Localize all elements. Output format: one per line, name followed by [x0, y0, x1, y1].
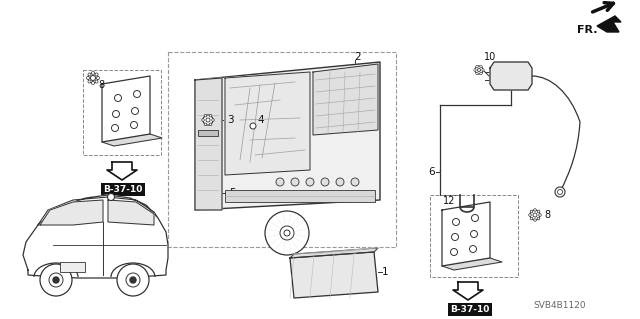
Circle shape: [474, 69, 476, 71]
Polygon shape: [442, 202, 490, 266]
Circle shape: [276, 178, 284, 186]
Polygon shape: [597, 16, 621, 32]
Polygon shape: [195, 78, 222, 210]
Polygon shape: [102, 76, 150, 142]
Text: 12: 12: [443, 196, 455, 206]
Circle shape: [126, 273, 140, 287]
Circle shape: [321, 178, 329, 186]
Circle shape: [204, 123, 207, 126]
Text: 2: 2: [355, 52, 362, 62]
Bar: [101, 183, 145, 196]
Polygon shape: [102, 134, 162, 146]
Polygon shape: [40, 200, 103, 225]
Text: 6: 6: [429, 167, 435, 177]
Circle shape: [537, 217, 540, 220]
Circle shape: [265, 211, 309, 255]
Circle shape: [90, 76, 95, 80]
Circle shape: [530, 210, 532, 213]
Circle shape: [533, 213, 537, 217]
Circle shape: [480, 65, 482, 68]
Bar: [168, 52, 396, 247]
Circle shape: [88, 73, 91, 76]
Circle shape: [95, 73, 98, 76]
Circle shape: [250, 123, 256, 129]
Circle shape: [202, 119, 204, 121]
Circle shape: [209, 123, 212, 126]
Circle shape: [49, 273, 63, 287]
Circle shape: [203, 115, 213, 125]
Circle shape: [284, 230, 290, 236]
Bar: [430, 195, 518, 277]
Text: FR.: FR.: [577, 25, 597, 35]
Circle shape: [530, 217, 532, 220]
Polygon shape: [38, 195, 158, 225]
Polygon shape: [108, 200, 154, 225]
Circle shape: [280, 226, 294, 240]
Bar: [448, 303, 492, 316]
Polygon shape: [195, 62, 380, 210]
Circle shape: [92, 81, 95, 85]
Text: 4: 4: [258, 115, 264, 125]
Text: 5: 5: [230, 188, 236, 198]
Circle shape: [539, 214, 541, 216]
Polygon shape: [490, 62, 532, 90]
Circle shape: [537, 210, 540, 213]
Circle shape: [209, 115, 212, 117]
Circle shape: [306, 178, 314, 186]
Circle shape: [40, 264, 72, 296]
Circle shape: [530, 210, 540, 220]
Text: 3: 3: [227, 115, 234, 125]
Polygon shape: [442, 258, 502, 270]
Circle shape: [95, 80, 98, 83]
Text: 8: 8: [544, 210, 550, 220]
Circle shape: [534, 219, 536, 221]
Text: 1: 1: [381, 267, 388, 277]
Circle shape: [291, 178, 299, 186]
Circle shape: [557, 189, 563, 195]
Circle shape: [482, 69, 484, 71]
Circle shape: [477, 69, 481, 71]
Circle shape: [534, 209, 536, 211]
Text: 10: 10: [484, 52, 496, 62]
Text: B-37-10: B-37-10: [103, 185, 143, 194]
Circle shape: [336, 178, 344, 186]
Polygon shape: [23, 195, 168, 278]
Circle shape: [88, 73, 98, 83]
Circle shape: [476, 72, 478, 75]
Circle shape: [476, 65, 478, 68]
Polygon shape: [107, 162, 137, 180]
Polygon shape: [313, 64, 378, 135]
Circle shape: [53, 277, 59, 283]
Circle shape: [92, 71, 95, 75]
Bar: [60, 262, 85, 272]
Bar: [225, 190, 375, 202]
Circle shape: [204, 115, 207, 117]
Circle shape: [86, 77, 90, 79]
Circle shape: [480, 72, 482, 75]
Bar: [83, 70, 161, 155]
Circle shape: [108, 194, 115, 201]
Circle shape: [97, 77, 99, 79]
Bar: [198, 130, 218, 136]
Polygon shape: [290, 248, 378, 258]
Text: B-37-10: B-37-10: [451, 305, 490, 314]
Circle shape: [206, 118, 210, 122]
Circle shape: [212, 119, 214, 121]
Circle shape: [88, 80, 91, 83]
Polygon shape: [453, 282, 483, 300]
Text: 8: 8: [98, 80, 104, 90]
Circle shape: [529, 214, 531, 216]
Circle shape: [117, 264, 149, 296]
Polygon shape: [290, 252, 378, 298]
Polygon shape: [225, 72, 310, 175]
Circle shape: [351, 178, 359, 186]
Circle shape: [555, 187, 565, 197]
Circle shape: [130, 277, 136, 283]
Text: SVB4B1120: SVB4B1120: [534, 300, 586, 309]
Circle shape: [475, 66, 483, 74]
